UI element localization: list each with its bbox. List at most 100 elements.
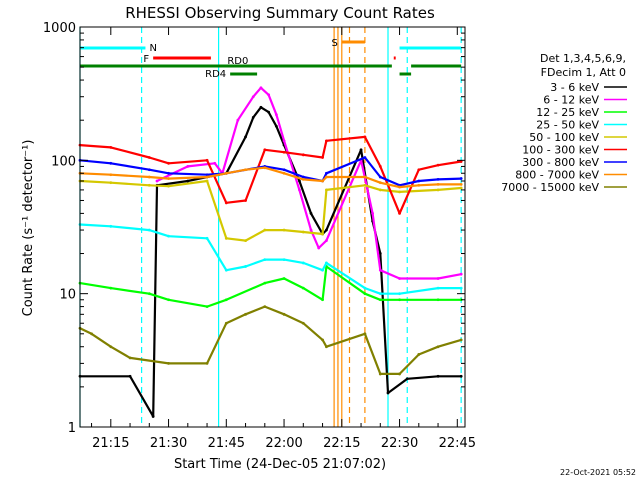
series-3-point-12: [363, 286, 367, 290]
series-3-point-6: [244, 265, 247, 268]
series-5-point-16: [436, 163, 440, 167]
legend-label-6: 300 - 800 keV: [522, 156, 599, 169]
series-0-point-11: [274, 124, 278, 128]
flag-label-rd4: RD4: [205, 69, 226, 80]
series-5-point-4: [205, 158, 209, 162]
series-1-point-4: [236, 118, 240, 122]
series-1-point-1: [186, 165, 190, 168]
series-lines: [78, 86, 463, 418]
series-2-point-5: [224, 298, 228, 302]
x-tick-label-5: 22:30: [381, 436, 418, 451]
series-6-point-16: [459, 177, 463, 180]
series-2-point-13: [398, 298, 401, 302]
legend-label-4: 50 - 100 keV: [529, 131, 599, 144]
series-1-point-7: [267, 93, 271, 97]
x-tick-label-4: 22:15: [323, 436, 360, 451]
series-7-point-12: [363, 175, 367, 179]
series-6-point-14: [417, 179, 421, 183]
series-4-point-2: [147, 183, 151, 187]
x-tick-label-0: 21:15: [92, 436, 129, 451]
series-6-point-2: [147, 168, 151, 172]
series-3-point-8: [282, 258, 286, 262]
series-line-1: [156, 86, 462, 280]
series-4-point-15: [436, 188, 440, 192]
series-0-point-10: [267, 110, 271, 114]
series-0-point-23: [459, 374, 463, 378]
series-8-point-15: [398, 372, 401, 376]
legend-label-2: 12 - 25 keV: [536, 106, 599, 119]
series-5-point-14: [398, 211, 401, 215]
series-line-7: [79, 166, 462, 189]
y-axis-ticks: 1 10 100 1000: [43, 21, 465, 436]
series-1-point-6: [259, 86, 263, 90]
series-6-point-15: [436, 177, 440, 181]
series-1-point-17: [398, 277, 401, 280]
series-6-point-1: [109, 161, 113, 165]
series-6-point-7: [282, 168, 286, 172]
y-tick-label-2: 100: [51, 154, 76, 169]
series-5-point-2: [147, 156, 151, 159]
x-tick-label-1: 21:30: [150, 436, 187, 451]
series-4-point-6: [244, 239, 247, 243]
series-7-point-16: [436, 182, 440, 186]
series-3-point-10: [321, 268, 324, 272]
series-4-point-12: [363, 183, 367, 187]
series-2-point-6: [263, 281, 267, 285]
series-3-point-2: [147, 228, 151, 232]
series-5-point-9: [301, 153, 305, 157]
series-5-point-11: [325, 139, 328, 143]
series-0-point-1: [128, 374, 132, 378]
series-7-point-6: [244, 168, 247, 172]
series-1-point-9: [282, 139, 286, 143]
footer-date: 22-Oct-2021 05:52: [560, 468, 636, 477]
series-8-point-16: [417, 353, 421, 356]
series-5-point-7: [263, 148, 267, 152]
x-tick-label-2: 21:45: [208, 436, 245, 451]
series-1-point-18: [436, 277, 440, 280]
series-8-point-5: [205, 361, 209, 365]
series-0-point-8: [251, 115, 255, 119]
series-7-point-3: [167, 177, 170, 180]
series-1-point-11: [309, 228, 313, 232]
series-3-point-7: [263, 258, 267, 262]
series-6-point-10: [325, 171, 328, 175]
x-axis-ticks: 21:15 21:30 21:45 22:00 22:15 22:30 22:45: [91, 27, 476, 451]
series-3-point-5: [224, 268, 228, 272]
legend-label-3: 25 - 50 keV: [536, 119, 599, 132]
series-3-point-16: [459, 286, 463, 290]
series-8-point-9: [282, 312, 286, 316]
legend-header-0: Det 1,3,4,5,6,9,: [540, 52, 626, 65]
series-1-point-16: [378, 268, 382, 272]
series-6-point-12: [378, 175, 382, 179]
flag-label-n: N: [149, 43, 156, 54]
series-line-0: [80, 106, 462, 418]
series-2-point-3: [167, 298, 170, 302]
series-7-point-17: [459, 182, 463, 186]
series-1-point-2: [213, 161, 217, 165]
series-1-point-8: [274, 113, 278, 117]
series-0-point-20: [386, 391, 390, 395]
series-4-point-13: [378, 188, 382, 192]
series-0-point-19: [378, 252, 382, 255]
y-tick-label-0: 1: [68, 421, 76, 436]
plot-frame: [79, 26, 466, 428]
series-3-point-13: [378, 292, 382, 296]
series-0-point-7: [244, 135, 247, 139]
series-2-point-9: [321, 298, 324, 302]
series-1-point-0: [155, 179, 159, 183]
series-7-point-10: [321, 179, 324, 183]
series-8-point-7: [244, 312, 247, 316]
legend: Det 1,3,4,5,6,9,FDecim 1, Att 0 3 - 6 keV…: [501, 52, 627, 194]
series-8-point-18: [459, 338, 463, 342]
series-8-point-3: [128, 356, 132, 360]
series-5-point-13: [378, 165, 382, 168]
series-7-point-14: [398, 185, 401, 189]
series-0-point-22: [436, 374, 440, 378]
series-3-point-14: [398, 292, 401, 296]
series-7-point-7: [263, 166, 267, 170]
series-5-point-3: [167, 161, 170, 165]
legend-label-8: 7000 - 15000 keV: [501, 181, 599, 194]
series-0-point-21: [405, 377, 409, 381]
